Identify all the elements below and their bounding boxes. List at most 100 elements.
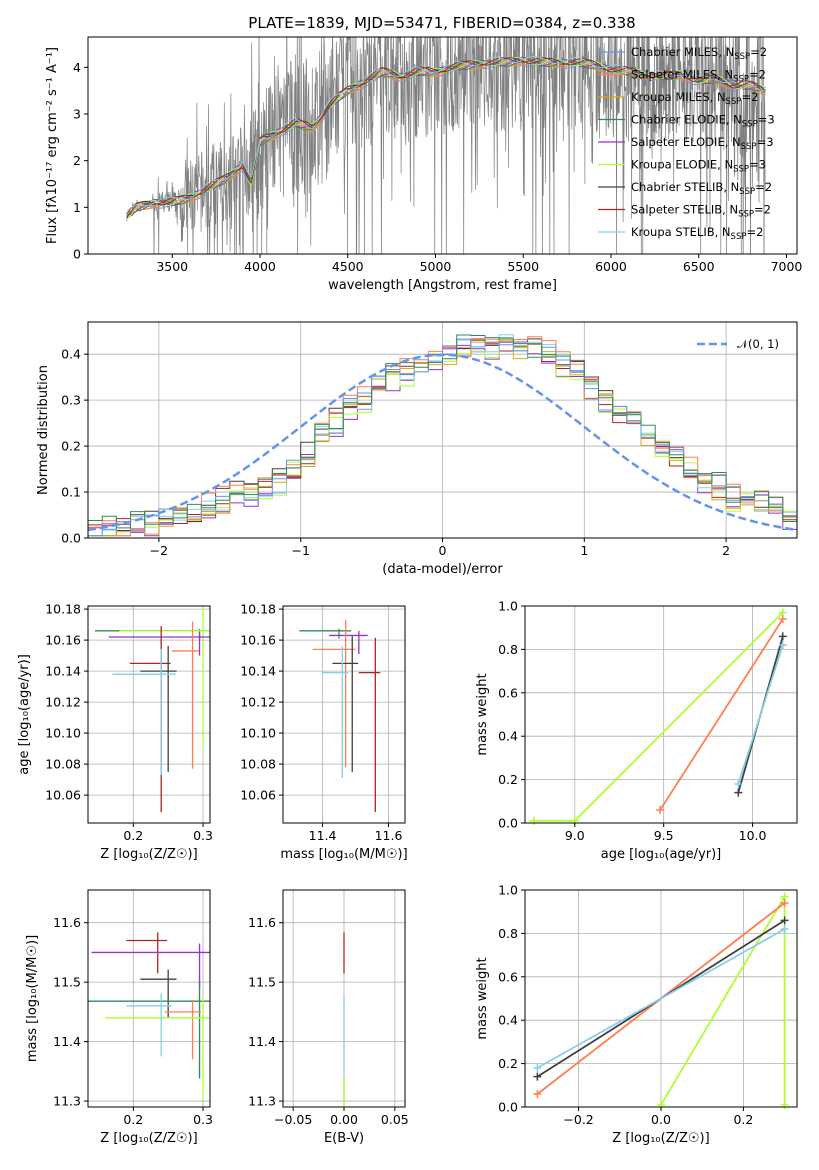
x-tick-label: 0.2 xyxy=(123,1112,143,1127)
x-axis-label: Z [log₁₀(Z/Z☉)] xyxy=(100,1131,197,1146)
x-axis-label: wavelength [Angstrom, rest frame] xyxy=(328,278,557,293)
y-tick-label: 0.4 xyxy=(498,1013,518,1028)
legend-label: 𝒩(0, 1) xyxy=(737,337,779,351)
y-tick-label: 4 xyxy=(73,60,81,75)
legend-suffix: =3 xyxy=(757,135,774,149)
legend-label: Chabrier STELIB, NSSP=2 xyxy=(631,180,772,197)
residual-histogram xyxy=(88,334,797,529)
legend-subscript: SSP xyxy=(734,52,750,62)
x-tick-label: 1 xyxy=(580,543,588,558)
x-tick-label: 0.2 xyxy=(123,828,143,843)
massweight-marker xyxy=(780,925,789,934)
legend-label: Kroupa ELODIE, NSSP=3 xyxy=(631,158,766,175)
massweight-marker xyxy=(780,899,789,908)
y-tick-label: 0.2 xyxy=(498,1056,518,1071)
massweight-marker xyxy=(780,916,789,925)
legend-suffix: =2 xyxy=(749,68,766,82)
massweight-line xyxy=(737,644,784,785)
y-tick-label: 10.18 xyxy=(45,602,81,617)
x-tick-label: 2 xyxy=(722,543,730,558)
x-tick-label: 10.0 xyxy=(739,828,767,843)
massweight-line xyxy=(533,611,784,822)
y-axis-label: mass weight xyxy=(475,957,490,1039)
age-vs-Z-plot-area xyxy=(94,606,210,813)
massweight-marker xyxy=(780,1100,789,1109)
y-tick-label: 0.6 xyxy=(498,969,518,984)
residual-plot-area xyxy=(88,334,797,537)
massweight-marker xyxy=(529,816,538,825)
y-tick-label: 10.18 xyxy=(240,602,276,617)
age-vs-mass-axes xyxy=(283,606,405,823)
spectrum-frame xyxy=(87,36,798,255)
y-tick-label: 0.4 xyxy=(498,729,518,744)
x-tick-label: 0.3 xyxy=(193,828,213,843)
legend-label: Chabrier ELODIE, NSSP=3 xyxy=(631,113,775,130)
y-tick-label: 10.10 xyxy=(240,726,276,741)
legend-label: Kroupa STELIB, NSSP=2 xyxy=(631,225,763,242)
y-tick-label: 10.10 xyxy=(45,726,81,741)
y-axis-label: age [log₁₀(age/yr)] xyxy=(17,654,32,775)
y-tick-label: 0.0 xyxy=(61,531,81,546)
x-tick-label: 3500 xyxy=(156,259,188,274)
x-tick-label: 6500 xyxy=(683,259,715,274)
legend-subscript: SSP xyxy=(731,232,747,242)
x-axis-label: Z [log₁₀(Z/Z☉)] xyxy=(612,1131,709,1146)
massweight-line xyxy=(659,618,784,811)
x-tick-label: 11.6 xyxy=(375,828,403,843)
legend-subscript: SSP xyxy=(733,165,749,175)
x-axis-label: mass [log₁₀(M/M☉)] xyxy=(280,847,407,862)
x-axis-label: E(B-V) xyxy=(324,1131,364,1146)
massweight-marker xyxy=(533,1072,542,1081)
x-tick-label: 0.0 xyxy=(651,1112,671,1127)
legend-subscript: SSP xyxy=(738,210,754,220)
age-vs-mass-frame xyxy=(282,605,406,824)
age-vs-Z-axes xyxy=(88,606,210,823)
massweight-marker xyxy=(533,1063,542,1072)
y-tick-label: 11.6 xyxy=(53,915,81,930)
mass-vs-Z-axes xyxy=(88,890,210,1107)
massweight-marker xyxy=(533,1089,542,1098)
legend-subscript: SSP xyxy=(726,97,742,107)
y-tick-label: 0 xyxy=(73,247,81,262)
x-tick-label: 7000 xyxy=(771,259,803,274)
y-tick-label: 10.16 xyxy=(240,633,276,648)
x-tick-label: −1 xyxy=(291,543,309,558)
y-axis-label: mass weight xyxy=(475,673,490,755)
x-tick-label: 0.05 xyxy=(381,1112,409,1127)
y-tick-label: 0.0 xyxy=(498,1100,518,1115)
legend-label: Salpeter STELIB, NSSP=2 xyxy=(631,203,771,220)
y-tick-label: 10.08 xyxy=(45,757,81,772)
y-axis-label: mass [log₁₀(M/M☉)] xyxy=(25,935,40,1062)
model-spectrum-line xyxy=(126,57,766,218)
y-axis-label: Flux [fλ10⁻¹⁷ erg cm⁻² s⁻¹ A⁻¹] xyxy=(45,47,60,244)
y-tick-label: 1 xyxy=(73,200,81,215)
y-tick-label: 0.8 xyxy=(498,926,518,941)
legend-suffix: =2 xyxy=(746,225,763,239)
y-tick-label: 11.6 xyxy=(248,915,276,930)
legend-suffix: =2 xyxy=(741,90,758,104)
x-tick-label: 0.3 xyxy=(193,1112,213,1127)
x-axis-label: Z [log₁₀(Z/Z☉)] xyxy=(100,847,197,862)
y-tick-label: 1.0 xyxy=(498,599,518,614)
y-tick-label: 10.12 xyxy=(45,695,81,710)
x-tick-label: −0.2 xyxy=(563,1112,593,1127)
model-spectrum-line xyxy=(126,56,766,212)
legend-subscript: SSP xyxy=(733,75,749,85)
y-tick-label: 11.4 xyxy=(53,1034,81,1049)
normal-distribution-curve xyxy=(88,353,797,532)
y-tick-label: 0.0 xyxy=(498,816,518,831)
y-tick-label: 0.8 xyxy=(498,642,518,657)
y-axis-label: Normed distribution xyxy=(36,365,51,495)
x-tick-label: 4000 xyxy=(244,259,276,274)
x-axis-label: (data-model)/error xyxy=(382,562,503,577)
y-tick-label: 10.08 xyxy=(240,757,276,772)
mass-vs-Z-frame xyxy=(87,889,211,1108)
legend-label: Salpeter MILES, NSSP=2 xyxy=(631,68,766,85)
legend-subscript: SSP xyxy=(742,120,758,130)
legend-label: Salpeter ELODIE, NSSP=3 xyxy=(631,135,774,152)
x-tick-label: −0.05 xyxy=(274,1112,312,1127)
y-tick-label: 11.5 xyxy=(53,975,81,990)
y-tick-label: 11.4 xyxy=(248,1034,276,1049)
legend-suffix: =2 xyxy=(750,45,767,59)
